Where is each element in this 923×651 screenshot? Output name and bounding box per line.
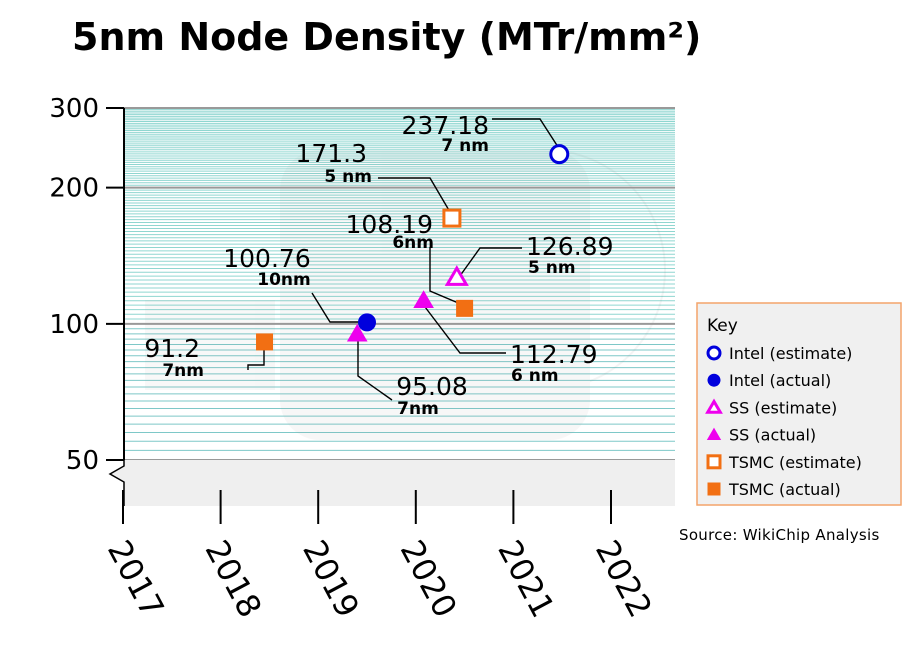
x-tick-label: 2018 (198, 534, 270, 624)
x-tick-label: 2020 (393, 534, 465, 624)
node-label: 5 nm (324, 167, 372, 187)
data-point (442, 208, 462, 228)
legend-marker (707, 482, 721, 496)
node-label: 7nm (162, 361, 204, 381)
data-point (413, 290, 434, 308)
data-label: 171.3 (295, 139, 367, 168)
legend-marker (706, 454, 722, 470)
data-label: 100.76 (223, 244, 310, 273)
y-tick-label: 200 (49, 174, 99, 204)
leader-line (429, 247, 464, 306)
leader-line (247, 341, 265, 370)
node-label: 6 nm (511, 366, 559, 386)
legend-marker (706, 345, 722, 361)
data-label: 126.89 (526, 232, 613, 261)
node-label: 7 nm (441, 136, 489, 156)
data-point (456, 299, 474, 317)
leader-lines (247, 118, 561, 401)
data-point (549, 144, 570, 165)
legend-label: TSMC (actual) (728, 480, 841, 499)
node-label: 7nm (397, 399, 439, 419)
y-axis-break (108, 460, 125, 506)
data-label: 112.79 (510, 340, 597, 369)
data-label: 108.19 (346, 210, 433, 239)
legend-label: TSMC (estimate) (728, 453, 862, 472)
y-tick-label: 300 (49, 94, 99, 124)
data-labels: 91.2 7nm 95.08 7nm 100.76 10nm 112.79 6 … (144, 111, 613, 419)
leader-line (456, 247, 522, 281)
node-label: 6nm (392, 233, 434, 253)
legend: Key Intel (estimate) Intel (actual) SS (es… (696, 302, 902, 506)
legend-label: Intel (actual) (729, 371, 831, 390)
x-tick-label: 2022 (588, 534, 660, 624)
y-ticks: 50 100 200 300 (49, 94, 124, 476)
leader-line (421, 302, 506, 354)
data-point (444, 265, 469, 286)
x-tick-label: 2017 (100, 534, 172, 624)
chart-title: 5nm Node Density (MTr/mm²) (72, 15, 701, 59)
data-label: 95.08 (396, 372, 468, 401)
data-point (256, 333, 274, 351)
data-label: 91.2 (144, 334, 200, 363)
leader-line (492, 118, 561, 151)
legend-label: Intel (estimate) (729, 344, 852, 363)
data-point (358, 313, 376, 332)
leader-line (378, 177, 451, 213)
legend-marker (705, 398, 723, 414)
legend-items: Intel (estimate) Intel (actual) SS (estima… (705, 344, 862, 499)
data-markers (256, 144, 570, 351)
legend-marker (706, 427, 722, 440)
legend-title: Key (707, 316, 738, 336)
leader-line (357, 336, 393, 401)
legend-marker (707, 373, 721, 387)
x-ticks: 2017 2018 2019 2020 2021 2022 (100, 490, 660, 624)
x-tick-label: 2019 (295, 534, 367, 624)
legend-box (696, 302, 902, 506)
legend-label: SS (actual) (729, 426, 816, 445)
leader-line (311, 292, 367, 323)
source-note: Source: WikiChip Analysis (679, 526, 880, 544)
node-label: 5 nm (528, 258, 576, 278)
y-tick-label: 50 (66, 446, 99, 476)
axis-break-base (110, 460, 675, 506)
x-tick-label: 2021 (490, 534, 562, 624)
y-tick-label: 100 (49, 310, 99, 340)
node-label: 10nm (257, 270, 310, 290)
legend-label: SS (estimate) (729, 398, 837, 417)
data-label: 237.18 (402, 111, 489, 140)
data-point (346, 323, 368, 342)
